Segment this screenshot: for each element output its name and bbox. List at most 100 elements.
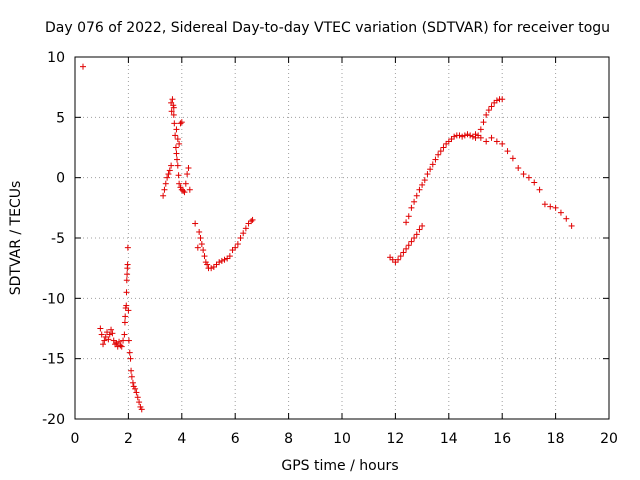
data-point [169,96,176,103]
data-point [411,198,418,205]
data-point [249,216,256,223]
data-point [400,249,407,256]
data-point [170,104,177,111]
x-tick-label: 4 [177,431,186,447]
data-point [201,253,208,260]
data-point [416,186,423,193]
data-point [162,180,169,187]
data-point [136,399,143,406]
data-point [477,134,484,141]
data-point [125,337,132,344]
data-point [536,186,543,193]
data-point [547,203,554,210]
data-point [218,257,225,264]
data-point [164,174,171,181]
data-point [485,107,492,114]
data-points [80,63,575,413]
data-point [499,96,506,103]
data-point [541,201,548,208]
data-point [432,156,439,163]
x-tick-label: 20 [600,431,618,447]
data-point [176,180,183,187]
data-point [483,111,490,118]
data-point [405,242,412,249]
data-point [467,132,474,139]
data-point [171,120,178,127]
data-point [124,261,131,268]
data-point [435,151,442,158]
data-point [504,148,511,155]
data-point [397,253,404,260]
data-point [194,244,201,251]
data-point [180,187,187,194]
data-point [109,330,116,337]
x-tick-label: 12 [386,431,404,447]
x-tick-label: 8 [284,431,293,447]
y-axis-label: SDTVAR / TECUs [8,181,24,296]
data-point [168,162,175,169]
data-point [208,265,215,272]
grid [75,57,609,419]
data-point [181,189,188,196]
x-tick-label: 14 [440,431,458,447]
data-point [493,138,500,145]
data-point [127,355,134,362]
data-point [121,331,128,338]
data-point [100,341,107,348]
data-point [174,162,181,169]
data-point [483,138,490,145]
data-point [403,245,410,252]
data-point [174,136,181,143]
data-point [123,289,130,296]
data-point [419,181,426,188]
data-point [248,218,255,225]
data-point [165,171,172,178]
data-point [427,166,434,173]
chart-title: Day 076 of 2022, Sidereal Day-to-day VTE… [45,20,610,36]
data-point [166,167,173,174]
data-point [237,235,244,241]
data-point [557,209,564,216]
data-point [413,231,420,238]
data-point [123,302,130,309]
data-point [419,222,426,229]
data-point [499,140,506,147]
data-point [122,313,129,320]
data-point [97,325,104,332]
data-point [531,179,538,186]
data-point [472,131,479,138]
data-point [464,131,471,138]
data-point [98,331,105,338]
data-point [509,155,516,162]
data-point [168,99,175,106]
y-tick-label: -20 [42,412,65,428]
data-point [120,337,127,344]
data-point [168,108,175,115]
data-point [101,337,108,344]
data-point [192,220,199,227]
y-tick-label: -5 [51,231,65,247]
y-tick-label: 5 [56,110,65,126]
data-point [121,319,128,326]
data-point [124,271,131,278]
data-point [186,186,193,193]
data-point [184,171,191,178]
data-point [440,144,447,151]
data-point [216,259,223,266]
data-point [161,186,168,193]
data-point [116,338,123,345]
data-point [416,226,423,233]
x-tick-label: 16 [493,431,511,447]
data-point [421,177,428,184]
data-point [461,132,468,139]
data-point [176,140,183,147]
data-point [123,277,130,284]
data-point [221,256,228,263]
data-point [108,326,115,333]
x-tick-label: 10 [333,431,351,447]
data-point [128,367,135,374]
data-point [395,256,402,263]
data-point [132,385,139,392]
data-point [126,349,133,356]
data-point [138,406,145,413]
